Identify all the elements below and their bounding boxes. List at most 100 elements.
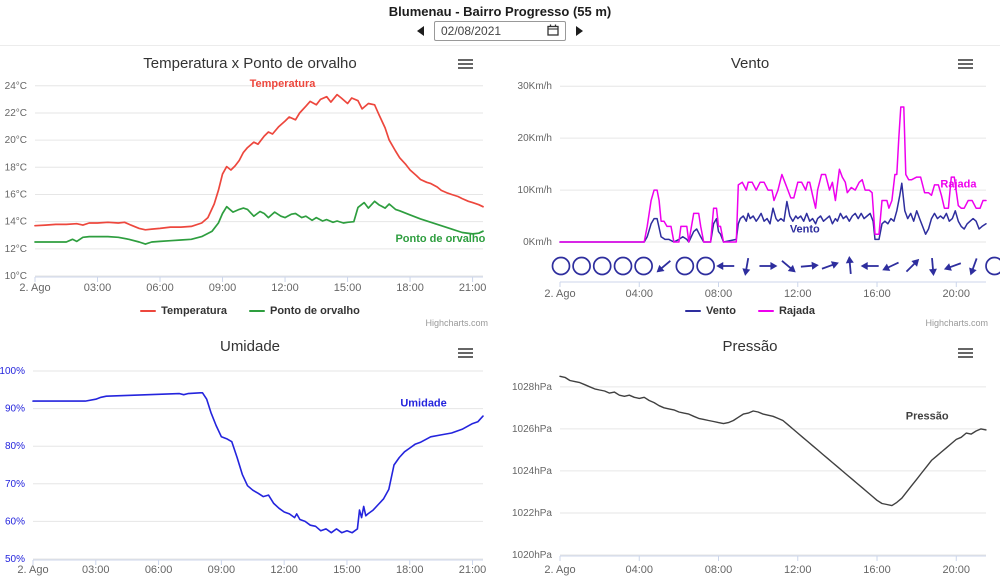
legend-swatch-icon (140, 310, 157, 312)
date-navigation: 02/08/2021 (415, 21, 585, 41)
wind-direction-arrow-icon (905, 258, 920, 273)
svg-text:12:00: 12:00 (271, 282, 299, 294)
charts-grid: Temperatura x Ponto de orvalho 10°C 12°C 1… (0, 46, 1000, 578)
wind-calm-icon (613, 256, 633, 276)
svg-text:15:00: 15:00 (334, 282, 362, 294)
svg-text:10°C: 10°C (5, 271, 27, 282)
chart-panel-humidity: Umidade 50% 60% 70% 80% 90% 100% 2. Ago 03:00 06… (0, 335, 500, 578)
svg-text:90%: 90% (5, 404, 25, 415)
svg-text:18:00: 18:00 (396, 564, 424, 576)
chart-panel-pressure: Pressão 1020hPa 1022hPa 1024hPa 1026hPa 1028… (500, 335, 1000, 578)
svg-text:20°C: 20°C (5, 135, 27, 146)
svg-text:20Km/h: 20Km/h (518, 133, 552, 144)
svg-text:Rajada: Rajada (940, 178, 977, 190)
svg-text:80%: 80% (5, 441, 25, 452)
svg-text:04:00: 04:00 (625, 288, 653, 300)
svg-text:08:00: 08:00 (705, 564, 733, 576)
legend-swatch-icon (757, 310, 774, 312)
svg-text:Umidade: Umidade (400, 398, 446, 410)
humidity-chart: 50% 60% 70% 80% 90% 100% 2. Ago 03:00 06:00 09:00… (0, 366, 487, 576)
svg-text:2. Ago: 2. Ago (19, 282, 50, 294)
svg-text:15:00: 15:00 (333, 564, 361, 576)
svg-text:16°C: 16°C (5, 189, 27, 200)
svg-text:50%: 50% (5, 554, 25, 565)
svg-text:16:00: 16:00 (863, 564, 891, 576)
chart-title: Umidade (219, 338, 281, 355)
legend-label: Ponto de orvalho (269, 305, 360, 317)
legend-label: Vento (705, 305, 736, 317)
svg-text:22°C: 22°C (5, 108, 27, 119)
legend-item[interactable]: Rajada (757, 305, 816, 317)
svg-text:09:00: 09:00 (209, 282, 237, 294)
date-input[interactable]: 02/08/2021 (434, 21, 566, 41)
next-day-button[interactable] (574, 24, 585, 38)
wind-direction-arrow-icon (860, 262, 879, 270)
wind-gust-chart: 0Km/h 10Km/h 20Km/h 30Km/h 2. Ago 04:00 08:00 1… (518, 81, 1000, 300)
chart-context-menu-button[interactable] (958, 345, 978, 361)
wind-calm-icon (572, 256, 591, 276)
legend-item[interactable]: Vento (684, 305, 736, 317)
svg-text:08:00: 08:00 (705, 288, 733, 300)
wind-direction-arrow-icon (821, 261, 839, 270)
legend-swatch-icon (684, 310, 701, 312)
svg-text:24°C: 24°C (5, 81, 27, 92)
chart-panel-wind: Vento 0Km/h 10Km/h 20Km/h 30Km/h 2. Ago 04:00… (500, 46, 1000, 335)
wind-direction-arrow-icon (845, 256, 854, 275)
legend-label: Temperatura (161, 305, 227, 317)
svg-text:21:00: 21:00 (459, 564, 487, 576)
wind-direction-arrow-icon (943, 262, 962, 271)
wind-calm-icon (634, 256, 653, 276)
svg-text:18°C: 18°C (5, 162, 27, 173)
svg-text:12:00: 12:00 (784, 288, 812, 300)
pressure-chart: 1020hPa 1022hPa 1024hPa 1026hPa 1028hPa 2. Ag… (512, 375, 987, 576)
svg-text:30Km/h: 30Km/h (518, 81, 552, 92)
svg-text:Ponto de orvalho: Ponto de orvalho (395, 233, 485, 245)
wind-calm-icon (985, 256, 1000, 276)
wind-calm-icon (551, 256, 571, 276)
legend-item[interactable]: Temperatura (140, 305, 227, 317)
svg-text:2. Ago: 2. Ago (544, 288, 575, 300)
svg-text:Pressão: Pressão (906, 410, 949, 422)
date-value: 02/08/2021 (441, 24, 502, 38)
svg-text:12°C: 12°C (5, 244, 27, 255)
svg-text:70%: 70% (5, 479, 25, 490)
temperature-dewpoint-chart: 10°C 12°C 14°C 16°C 18°C 20°C 22°C 24°C 2. Ago 03… (5, 78, 487, 294)
svg-text:04:00: 04:00 (625, 564, 653, 576)
wind-calm-icon (696, 256, 715, 276)
svg-text:60%: 60% (5, 516, 25, 527)
svg-text:2. Ago: 2. Ago (17, 564, 48, 576)
svg-text:1020hPa: 1020hPa (512, 550, 552, 561)
wind-direction-arrow-icon (759, 262, 778, 270)
wind-direction-arrow-icon (656, 260, 671, 273)
next-triangle-icon (576, 26, 583, 36)
wind-direction-arrow-icon (800, 261, 819, 270)
svg-text:Temperatura: Temperatura (250, 78, 317, 90)
chart-context-menu-button[interactable] (458, 56, 478, 72)
chart-context-menu-button[interactable] (458, 345, 478, 361)
legend-item[interactable]: Ponto de orvalho (248, 305, 360, 317)
svg-text:18:00: 18:00 (396, 282, 424, 294)
chart-context-menu-button[interactable] (958, 56, 978, 72)
svg-text:1022hPa: 1022hPa (512, 508, 552, 519)
svg-text:1028hPa: 1028hPa (512, 382, 552, 393)
chart-panel-temperature-dewpoint: Temperatura x Ponto de orvalho 10°C 12°C 1… (0, 46, 500, 335)
legend-label: Rajada (778, 305, 816, 317)
svg-text:20:00: 20:00 (943, 288, 971, 300)
wind-calm-icon (675, 256, 695, 276)
svg-text:10Km/h: 10Km/h (518, 185, 552, 196)
svg-text:03:00: 03:00 (84, 282, 112, 294)
svg-text:09:00: 09:00 (208, 564, 236, 576)
legend-swatch-icon (248, 310, 265, 312)
wind-direction-arrow-icon (742, 257, 751, 276)
svg-text:12:00: 12:00 (270, 564, 298, 576)
svg-text:12:00: 12:00 (784, 564, 812, 576)
prev-day-button[interactable] (415, 24, 426, 38)
chart-title: Vento (730, 55, 770, 72)
wind-direction-arrow-icon (882, 261, 899, 271)
credits-label: Highcharts.com (425, 318, 488, 328)
wind-direction-arrow-icon (969, 258, 978, 276)
chart-legend: Vento Rajada (500, 305, 1000, 317)
wind-direction-arrow-icon (928, 257, 937, 276)
calendar-icon[interactable] (547, 24, 559, 39)
